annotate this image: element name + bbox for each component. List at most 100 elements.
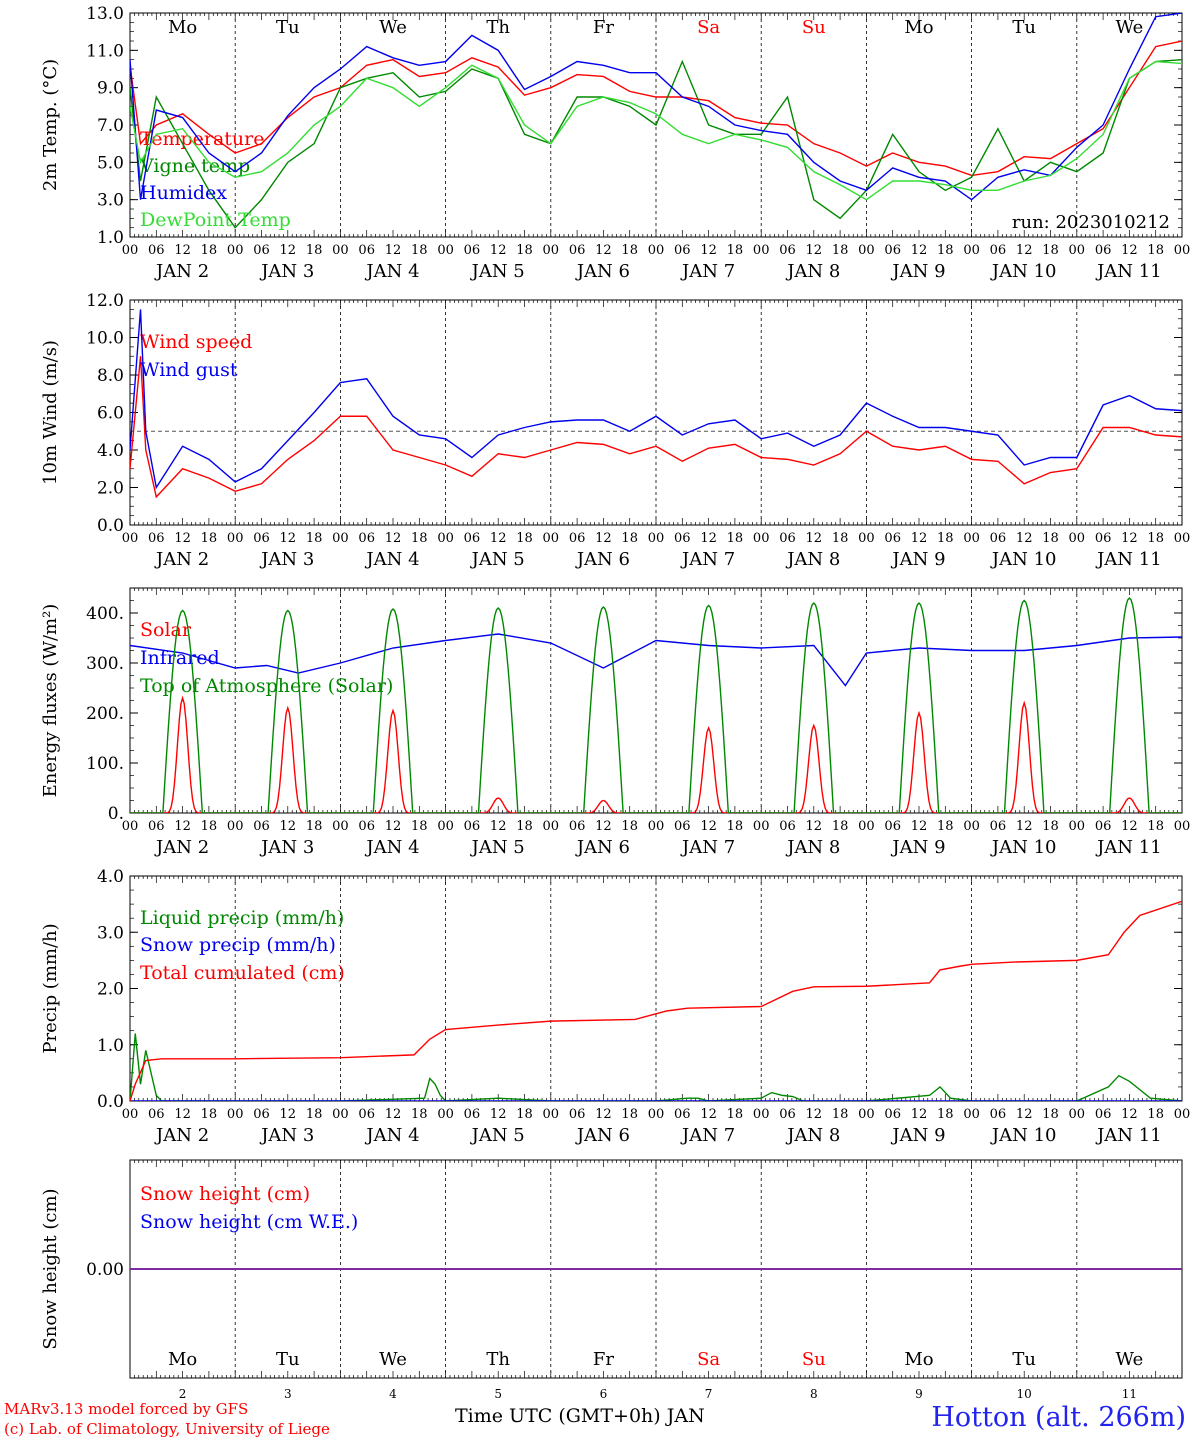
y-axis-title: Snow height (cm) bbox=[40, 1188, 61, 1349]
hour-tick-label: 12 bbox=[806, 243, 823, 258]
series-line-top-of-atmosphere-solar- bbox=[130, 596, 1182, 813]
hour-tick-label: 06 bbox=[358, 1107, 375, 1122]
hour-tick-label: 06 bbox=[779, 819, 796, 834]
hour-tick-label: 00 bbox=[543, 819, 560, 834]
y-tick-label: 10.0 bbox=[86, 329, 124, 349]
legend-entry: Temperature bbox=[140, 128, 264, 150]
hour-tick-label: 06 bbox=[884, 1107, 901, 1122]
hour-tick-label: 12 bbox=[280, 819, 297, 834]
hour-tick-label: 06 bbox=[990, 1107, 1007, 1122]
hour-tick-label: 18 bbox=[306, 531, 323, 546]
hour-tick-label: 06 bbox=[148, 243, 165, 258]
hour-tick-label: 18 bbox=[411, 819, 428, 834]
hour-tick-label: 18 bbox=[201, 243, 218, 258]
hour-tick-label: 18 bbox=[832, 531, 849, 546]
day-of-week-label: Tu bbox=[1012, 1349, 1036, 1370]
hour-tick-label: 06 bbox=[779, 531, 796, 546]
hour-tick-label: 12 bbox=[490, 819, 507, 834]
hour-tick-label: 12 bbox=[1016, 1107, 1033, 1122]
hour-tick-label: 12 bbox=[385, 1107, 402, 1122]
date-label: JAN 3 bbox=[259, 261, 314, 282]
hour-tick-label: 18 bbox=[306, 1107, 323, 1122]
hour-tick-label: 00 bbox=[858, 243, 875, 258]
date-label: JAN 9 bbox=[890, 261, 945, 282]
hour-tick-label: 00 bbox=[437, 1107, 454, 1122]
hour-tick-label: 12 bbox=[490, 1107, 507, 1122]
date-label: JAN 8 bbox=[785, 549, 840, 570]
date-label: JAN 3 bbox=[259, 1125, 314, 1146]
date-label: JAN 8 bbox=[785, 1125, 840, 1146]
hour-tick-label: 00 bbox=[227, 819, 244, 834]
y-tick-label: 7.0 bbox=[97, 116, 124, 136]
date-label: JAN 3 bbox=[259, 549, 314, 570]
date-label: JAN 8 bbox=[785, 261, 840, 282]
hour-tick-label: 18 bbox=[727, 819, 744, 834]
day-of-week-label: We bbox=[1116, 1349, 1144, 1370]
hour-tick-label: 18 bbox=[306, 819, 323, 834]
hour-tick-label: 00 bbox=[227, 243, 244, 258]
hour-tick-label: 06 bbox=[464, 1107, 481, 1122]
hour-tick-label: 18 bbox=[937, 1107, 954, 1122]
hour-tick-label: 00 bbox=[963, 1107, 980, 1122]
hour-tick-label: 00 bbox=[332, 531, 349, 546]
hour-tick-label: 18 bbox=[516, 1107, 533, 1122]
hour-tick-label: 00 bbox=[1069, 531, 1086, 546]
date-label: JAN 10 bbox=[990, 837, 1057, 858]
legend-entry: Humidex bbox=[140, 182, 227, 204]
y-tick-label: 200. bbox=[86, 704, 124, 724]
y-axis-title: 10m Wind (m/s) bbox=[40, 340, 61, 485]
hour-tick-label: 06 bbox=[674, 243, 691, 258]
day-number-label: 5 bbox=[494, 1387, 502, 1401]
hour-tick-label: 12 bbox=[1016, 819, 1033, 834]
hour-tick-label: 06 bbox=[253, 819, 270, 834]
day-number-label: 7 bbox=[705, 1387, 713, 1401]
hour-tick-label: 18 bbox=[411, 531, 428, 546]
date-label: JAN 6 bbox=[575, 549, 630, 570]
date-label: JAN 9 bbox=[890, 1125, 945, 1146]
day-of-week-label: Su bbox=[802, 1349, 826, 1370]
series-line-humidex bbox=[130, 13, 1182, 201]
date-label: JAN 11 bbox=[1095, 549, 1162, 570]
panel-3: 0. 100. 200. 300. 400. Energy fluxes (W/m²) 00… bbox=[40, 587, 1190, 858]
hour-tick-label: 18 bbox=[411, 243, 428, 258]
hour-tick-label: 18 bbox=[1042, 531, 1059, 546]
hour-tick-label: 00 bbox=[648, 531, 665, 546]
date-label: JAN 7 bbox=[680, 837, 735, 858]
y-tick-label: 4.0 bbox=[97, 441, 124, 461]
day-of-week-label: Th bbox=[486, 17, 510, 38]
hour-tick-label: 18 bbox=[1147, 243, 1164, 258]
day-number-label: 8 bbox=[810, 1387, 818, 1401]
y-tick-label: 3.0 bbox=[97, 191, 124, 211]
date-label: JAN 5 bbox=[470, 261, 525, 282]
hour-tick-label: 06 bbox=[990, 243, 1007, 258]
hour-tick-label: 06 bbox=[569, 531, 586, 546]
hour-tick-label: 18 bbox=[1042, 243, 1059, 258]
y-tick-label: 0. bbox=[108, 804, 124, 824]
hour-tick-label: 18 bbox=[516, 819, 533, 834]
hour-tick-label: 00 bbox=[543, 1107, 560, 1122]
credit-line-model: MARv3.13 model forced by GFS bbox=[4, 1400, 249, 1418]
y-axis-title: Precip (mm/h) bbox=[40, 923, 61, 1053]
hour-tick-label: 00 bbox=[227, 531, 244, 546]
hour-tick-label: 12 bbox=[700, 819, 717, 834]
hour-tick-label: 00 bbox=[332, 1107, 349, 1122]
date-label: JAN 4 bbox=[364, 837, 419, 858]
hour-tick-label: 06 bbox=[1095, 531, 1112, 546]
hour-tick-label: 06 bbox=[569, 1107, 586, 1122]
hour-tick-label: 00 bbox=[858, 531, 875, 546]
hour-tick-label: 00 bbox=[753, 243, 770, 258]
day-of-week-label: Tu bbox=[1012, 17, 1036, 38]
hour-tick-label: 12 bbox=[174, 243, 191, 258]
panel-2: 0.0 2.0 4.0 6.0 8.0 10.0 12.0 10m Wind (m/s) 00 0… bbox=[40, 291, 1190, 570]
y-axis-title: Energy fluxes (W/m²) bbox=[40, 604, 61, 798]
hour-tick-label: 06 bbox=[674, 531, 691, 546]
hour-tick-label: 06 bbox=[1095, 243, 1112, 258]
hour-tick-label: 18 bbox=[1042, 819, 1059, 834]
hour-tick-label: 12 bbox=[806, 819, 823, 834]
hour-tick-label: 06 bbox=[884, 243, 901, 258]
y-tick-label: 4.0 bbox=[97, 867, 124, 887]
hour-tick-label: 06 bbox=[674, 819, 691, 834]
hour-tick-label: 12 bbox=[1016, 243, 1033, 258]
hour-tick-label: 00 bbox=[122, 531, 139, 546]
date-label: JAN 10 bbox=[990, 549, 1057, 570]
